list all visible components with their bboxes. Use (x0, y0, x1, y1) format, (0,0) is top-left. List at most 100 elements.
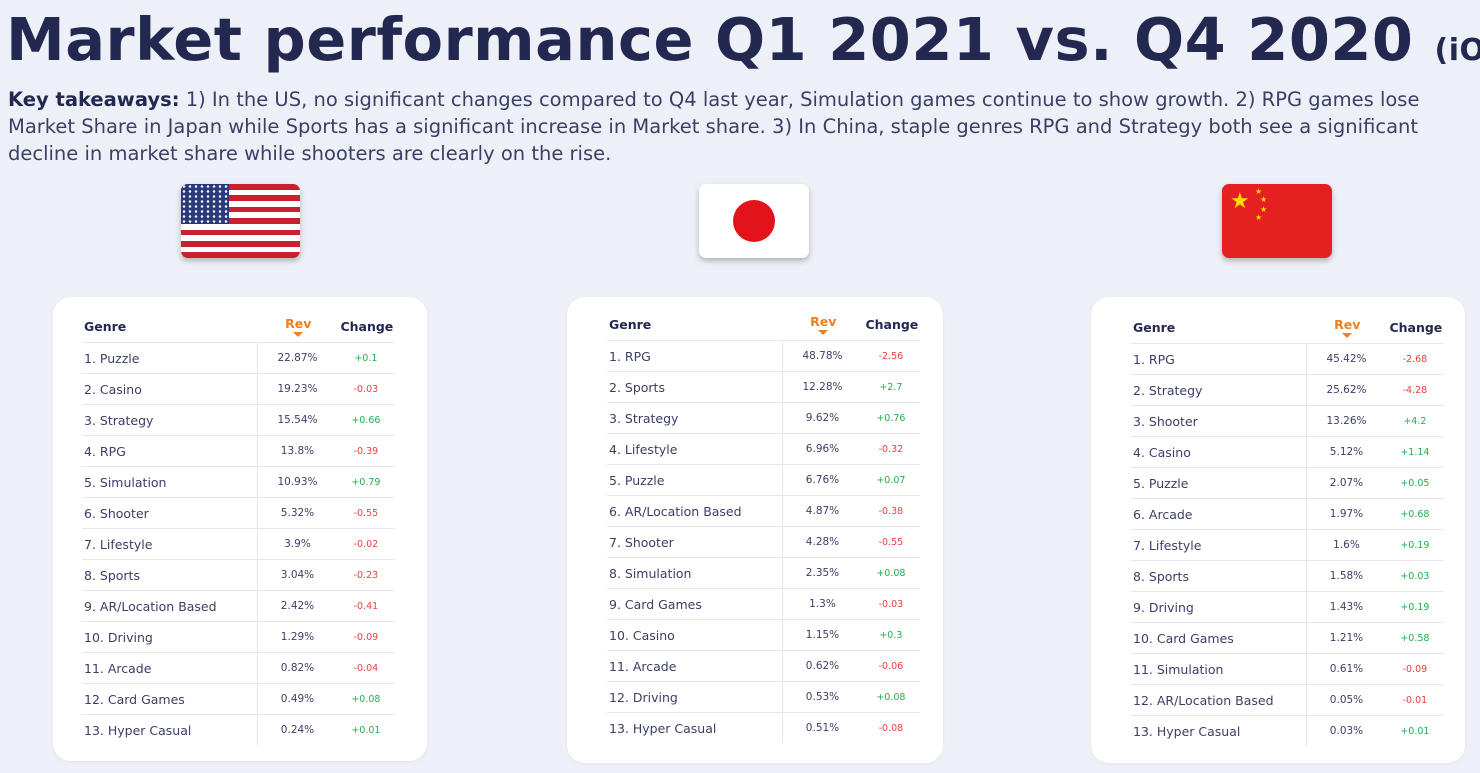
change-cell: +0.79 (336, 466, 395, 498)
rev-cell: 0.62% (782, 650, 862, 682)
change-cell: +0.66 (336, 404, 395, 436)
table-row: 3. Strategy 9.62% +0.76 (607, 402, 920, 434)
genre-cell: 11. Simulation (1131, 653, 1308, 685)
change-cell: +0.08 (861, 557, 920, 589)
table-header-row: Genre Rev Change (1131, 312, 1444, 344)
rev-header-label: Rev (810, 314, 837, 329)
table-row: 11. Arcade 0.82% -0.04 (82, 652, 395, 684)
change-cell: -0.23 (336, 559, 395, 591)
genre-cell: 11. Arcade (607, 650, 784, 682)
rev-cell: 2.42% (257, 590, 337, 622)
table-row: 4. Casino 5.12% +1.14 (1131, 436, 1444, 468)
key-takeaways-label: Key takeaways: (8, 88, 180, 111)
change-cell: -0.09 (1385, 653, 1444, 685)
us-flag-icon (181, 184, 300, 258)
genre-cell: 3. Shooter (1131, 405, 1308, 437)
genre-cell: 8. Simulation (607, 557, 784, 589)
table-row: 8. Sports 1.58% +0.03 (1131, 560, 1444, 592)
table-row: 13. Hyper Casual 0.24% +0.01 (82, 714, 395, 745)
rev-cell: 0.24% (280, 724, 315, 736)
rev-cell: 1.3% (782, 588, 862, 620)
genre-cell: 4. Lifestyle (607, 433, 784, 465)
rev-header[interactable]: Rev (257, 311, 337, 343)
rev-cell: 0.03% (1329, 725, 1364, 737)
change-cell: +1.14 (1385, 436, 1444, 468)
genre-header: Genre (1131, 312, 1307, 344)
table-row: 10. Card Games 1.21% +0.58 (1131, 622, 1444, 654)
table-row: 8. Simulation 2.35% +0.08 (607, 557, 920, 589)
table-row: 5. Simulation 10.93% +0.79 (82, 466, 395, 498)
change-cell: +0.19 (1385, 591, 1444, 623)
japan-genre-card: Genre Rev Change 1. RPG 48.78% -2.56 2. Sports… (567, 297, 943, 763)
rev-header[interactable]: Rev (782, 309, 862, 341)
change-cell: -0.08 (878, 722, 904, 734)
rev-header-label: Rev (285, 316, 312, 331)
change-cell: +0.01 (1400, 725, 1430, 737)
rev-cell: 45.42% (1306, 343, 1386, 375)
rev-cell: 5.32% (257, 497, 337, 529)
change-cell: -2.56 (861, 340, 920, 372)
table-header-row: Genre Rev Change (607, 309, 920, 341)
table-row: 7. Lifestyle 3.9% -0.02 (82, 528, 395, 560)
genre-cell: 2. Strategy (1131, 374, 1308, 406)
genre-cell: 13. Hyper Casual (1131, 715, 1308, 746)
rev-cell: 2.35% (782, 557, 862, 589)
table-row: 1. Puzzle 22.87% +0.1 (82, 342, 395, 374)
table-row: 3. Shooter 13.26% +4.2 (1131, 405, 1444, 437)
table-row: 12. AR/Location Based 0.05% -0.01 (1131, 684, 1444, 716)
japan-genre-table: Genre Rev Change 1. RPG 48.78% -2.56 2. Sports… (607, 309, 920, 743)
change-cell: +0.1 (336, 342, 395, 374)
genre-cell: 2. Casino (82, 373, 259, 405)
table-row: 6. Shooter 5.32% -0.55 (82, 497, 395, 529)
genre-cell: 8. Sports (82, 559, 259, 591)
genre-cell: 6. Arcade (1131, 498, 1308, 530)
change-cell: -0.32 (861, 433, 920, 465)
change-cell: -4.28 (1385, 374, 1444, 406)
change-cell: -2.68 (1385, 343, 1444, 375)
change-cell: -0.55 (861, 526, 920, 558)
rev-cell: 2.07% (1306, 467, 1386, 499)
genre-cell: 5. Puzzle (1131, 467, 1308, 499)
change-cell: +2.7 (861, 371, 920, 403)
change-cell: -0.39 (336, 435, 395, 467)
key-takeaways: Key takeaways: 1) In the US, no signific… (8, 86, 1448, 167)
genre-cell: 1. RPG (1131, 343, 1308, 375)
rev-cell: 4.87% (782, 495, 862, 527)
sort-down-icon (1342, 333, 1353, 338)
rev-cell: 3.04% (257, 559, 337, 591)
rev-cell: 1.21% (1306, 622, 1386, 654)
table-row: 7. Shooter 4.28% -0.55 (607, 526, 920, 558)
table-row: 6. AR/Location Based 4.87% -0.38 (607, 495, 920, 527)
sort-down-icon (818, 330, 829, 335)
genre-cell: 7. Lifestyle (82, 528, 259, 560)
change-header: Change (861, 309, 920, 341)
change-cell: +4.2 (1385, 405, 1444, 437)
table-row: 13. Hyper Casual 0.51% -0.08 (607, 712, 920, 743)
genre-cell: 13. Hyper Casual (82, 714, 259, 745)
rev-cell: 10.93% (257, 466, 337, 498)
change-cell: -0.02 (336, 528, 395, 560)
change-cell: -0.41 (336, 590, 395, 622)
change-cell: -0.03 (861, 588, 920, 620)
rev-cell: 0.49% (257, 683, 337, 715)
change-cell: -0.01 (1385, 684, 1444, 716)
genre-cell: 3. Strategy (607, 402, 784, 434)
rev-cell: 6.76% (782, 464, 862, 496)
genre-cell: 12. Driving (607, 681, 784, 713)
table-row: 12. Driving 0.53% +0.08 (607, 681, 920, 713)
change-header: Change (336, 311, 395, 343)
genre-cell: 4. RPG (82, 435, 259, 467)
table-row: 9. AR/Location Based 2.42% -0.41 (82, 590, 395, 622)
japan-flag-icon (699, 184, 809, 258)
rev-cell: 5.12% (1306, 436, 1386, 468)
change-cell: -0.03 (336, 373, 395, 405)
table-row: 2. Strategy 25.62% -4.28 (1131, 374, 1444, 406)
genre-cell: 10. Driving (82, 621, 259, 653)
genre-cell: 11. Arcade (82, 652, 259, 684)
rev-cell: 0.53% (782, 681, 862, 713)
rev-header[interactable]: Rev (1306, 312, 1386, 344)
rev-cell: 9.62% (782, 402, 862, 434)
table-row: 5. Puzzle 6.76% +0.07 (607, 464, 920, 496)
rev-cell: 0.61% (1306, 653, 1386, 685)
change-cell: -0.38 (861, 495, 920, 527)
